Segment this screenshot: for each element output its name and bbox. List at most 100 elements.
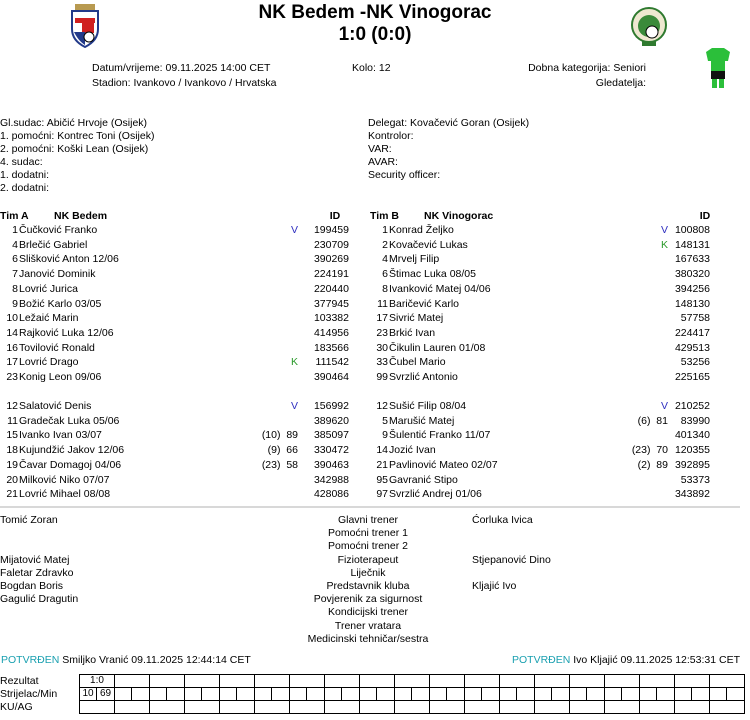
stadium: Stadion: Ivankovo / Ivankovo / Hrvatska	[92, 77, 277, 89]
player-name: Mrvelj Filip	[389, 253, 440, 266]
scorer-cell	[394, 687, 412, 701]
player-mark: (6) 81	[637, 414, 668, 427]
player-name: Čavar Domagoj 04/06	[19, 458, 122, 471]
official-right: VAR:	[368, 143, 392, 155]
home-staff-name: Tomić Zoran	[0, 514, 58, 526]
official-right: Delegat: Kovačević Goran (Osijek)	[368, 117, 530, 129]
staff-role: Pomoćni trener 2	[328, 540, 408, 553]
staff-role: Fizioterapeut	[337, 553, 399, 566]
player-number: 1	[12, 224, 18, 236]
scorer-cell	[499, 687, 517, 701]
player-id: 120355	[674, 444, 710, 457]
player-name: Konrad Željko	[389, 224, 454, 236]
player-name: Ležaić Marin	[19, 312, 79, 325]
player-id: 401340	[674, 429, 710, 442]
away-staff-name: Ćorluka Ivica	[472, 514, 533, 526]
official-left: 2. pomoćni: Koški Lean (Osijek)	[0, 143, 149, 155]
player-id: 429513	[674, 341, 710, 354]
minute-cell	[201, 687, 220, 701]
player-id: 342988	[313, 473, 349, 486]
match-datetime: Datum/vrijeme: 09.11.2025 14:00 CET	[92, 62, 271, 74]
result-cell	[149, 674, 185, 688]
scorer-cell	[114, 687, 132, 701]
player-number: 15	[6, 429, 18, 442]
player-id: 394256	[674, 282, 710, 295]
player-number: 12	[6, 400, 18, 412]
minute-cell	[306, 687, 325, 701]
player-id: 390464	[313, 371, 349, 383]
result-cell	[324, 674, 360, 688]
ku-ag-cell	[289, 700, 325, 714]
staff-role: Predstavnik kluba	[326, 580, 410, 592]
player-number: 9	[382, 429, 388, 442]
ku-ag-cell	[709, 700, 745, 714]
minute-cell	[376, 687, 395, 701]
player-number: 19	[6, 458, 18, 471]
scorer-cell	[219, 687, 237, 701]
ku-ag-cell	[499, 700, 535, 714]
player-mark: V	[660, 224, 668, 236]
player-name: Šulentić Franko 11/07	[389, 429, 491, 442]
divider	[0, 506, 740, 508]
player-name: Lovrić Jurica	[19, 282, 78, 295]
minute-cell	[586, 687, 605, 701]
player-name: Jozić Ivan	[389, 444, 436, 457]
minute-cell	[411, 687, 430, 701]
result-cell	[569, 674, 605, 688]
minute-cell	[691, 687, 710, 701]
player-number: 4	[12, 238, 18, 251]
ku-ag-cell	[324, 700, 360, 714]
scorer-cell	[534, 687, 552, 701]
result-cell	[394, 674, 430, 688]
player-id: 390463	[313, 458, 349, 471]
result-cell	[534, 674, 570, 688]
confirmed-label: POTVRĐEN	[511, 654, 571, 666]
match-title: NK Bedem -NK Vinogorac	[0, 2, 750, 24]
player-id: 390269	[313, 253, 349, 266]
ku-ag-cell	[359, 700, 395, 714]
home-club-logo	[71, 4, 99, 48]
player-number: 9	[12, 297, 18, 310]
player-number: 20	[6, 473, 18, 486]
player-name: Brlečić Gabriel	[19, 238, 88, 251]
player-id: 53373	[680, 473, 710, 486]
player-id: 100808	[674, 224, 710, 236]
player-id: 199459	[313, 224, 349, 236]
minute-cell	[551, 687, 570, 701]
player-name: Božić Karlo 03/05	[19, 297, 102, 310]
player-id: 428086	[313, 488, 349, 501]
player-name: Svrzlić Andrej 01/06	[389, 488, 482, 501]
player-name: Rajković Luka 12/06	[19, 326, 114, 339]
player-mark: (9) 66	[267, 444, 298, 457]
player-mark: (23) 58	[261, 458, 298, 471]
grid-row	[79, 700, 745, 714]
player-id: 53256	[680, 356, 710, 369]
player-name: Kovačević Lukas	[389, 238, 468, 251]
player-mark: K	[660, 238, 668, 251]
player-name: Kujundžić Jakov 12/06	[19, 444, 125, 457]
player-name: Marušić Matej	[389, 414, 455, 427]
ku-ag-cell	[79, 700, 115, 714]
player-name: Čubel Mario	[389, 356, 446, 369]
scorer-cell	[604, 687, 622, 701]
player-number: 6	[382, 268, 388, 281]
player-number: 1	[382, 224, 388, 236]
player-id: 414956	[313, 326, 349, 339]
player-name: Sivrić Matej	[389, 312, 444, 325]
player-id: 389620	[313, 414, 349, 427]
ku-ag-cell	[639, 700, 675, 714]
result-cell	[219, 674, 255, 688]
scorer-row-label: Strijelac/Min	[0, 688, 58, 700]
result-cell	[604, 674, 640, 688]
ku-ag-cell	[569, 700, 605, 714]
staff-role: Pomoćni trener 1	[328, 527, 408, 540]
player-mark: V	[290, 224, 298, 236]
player-number: 17	[376, 312, 388, 325]
player-id: 183566	[313, 341, 349, 354]
player-id: 377945	[313, 297, 349, 310]
player-number: 18	[6, 444, 18, 457]
player-name: Ivanković Matej 04/06	[389, 282, 491, 295]
team-label: Tim A	[0, 210, 29, 222]
player-number: 8	[382, 282, 388, 295]
scorer-cell	[254, 687, 272, 701]
